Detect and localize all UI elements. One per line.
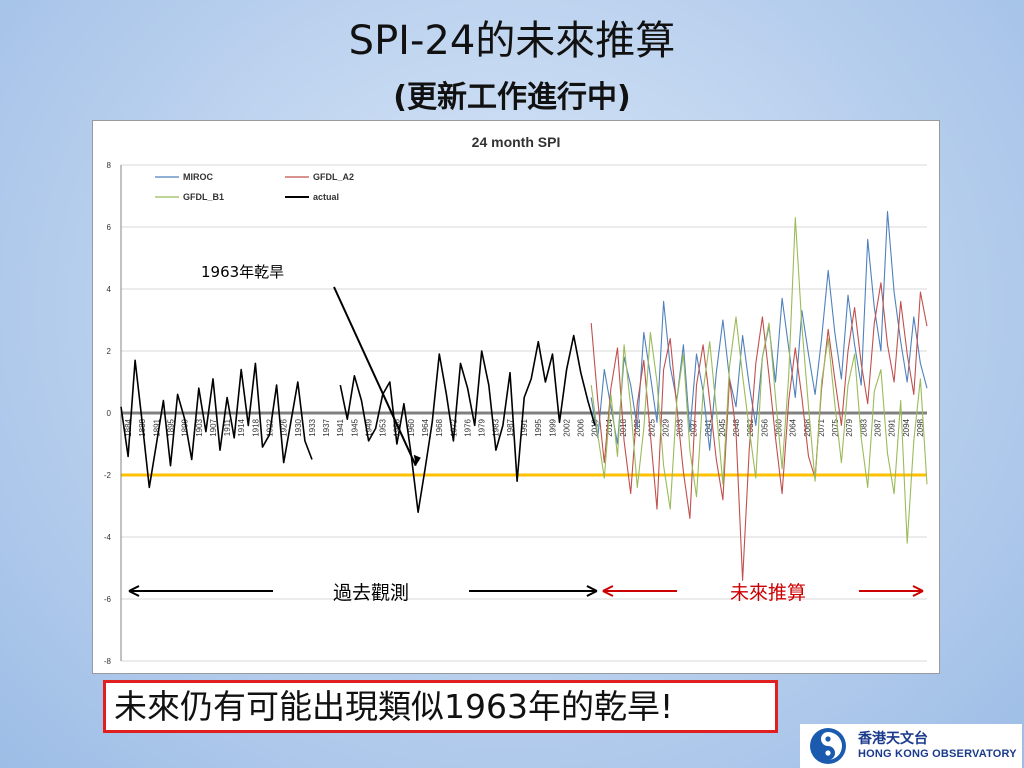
- slide-subtitle: (更新工作進行中): [393, 80, 631, 115]
- y-tick-label: -8: [104, 657, 112, 666]
- x-tick-label: 1911: [223, 418, 232, 436]
- hko-logo-icon: [810, 728, 846, 764]
- x-tick-label: 2064: [789, 418, 798, 436]
- x-tick-label: 1983: [492, 418, 501, 436]
- x-tick-label: 1891: [152, 418, 161, 436]
- y-tick-label: 0: [107, 409, 112, 418]
- label-past-observation: 過去觀測: [333, 582, 409, 604]
- x-tick-label: 1884: [124, 418, 133, 436]
- x-tick-label: 2048: [732, 418, 741, 436]
- future-arrow-left-head: [602, 585, 614, 597]
- x-tick-label: 1933: [308, 418, 317, 436]
- x-tick-label: 1956: [393, 418, 402, 436]
- slide-title: SPI-24的未來推算: [348, 18, 676, 64]
- annotation-arrow-line: [333, 286, 417, 467]
- x-tick-label: 1987: [506, 418, 515, 436]
- x-tick-label: 2071: [817, 418, 826, 436]
- spi-chart-panel: 24 month SPI 8 6 4 2 0 -2 -4 -6 -8 1884 1888 1891 1…: [92, 120, 940, 674]
- x-tick-label: 2002: [562, 418, 571, 436]
- x-tick-label: 2006: [577, 418, 586, 436]
- y-tick-label: -2: [104, 471, 112, 480]
- chart-title: 24 month SPI: [472, 134, 561, 150]
- x-tick-label: 2025: [647, 418, 656, 436]
- x-tick-label: 1918: [251, 418, 260, 436]
- x-tick-label: 2041: [704, 418, 713, 436]
- x-tick-label: 1972: [449, 418, 458, 436]
- logo-name-cn: 香港天文台: [858, 731, 928, 747]
- x-tick-label: 1953: [379, 418, 388, 436]
- logo-name-en: HONG KONG OBSERVATORY: [858, 748, 1017, 760]
- y-tick-label: 6: [107, 223, 112, 232]
- series-lines: [120, 210, 928, 581]
- x-tick-label: 1895: [166, 418, 175, 436]
- x-tick-label: 1937: [322, 418, 331, 436]
- x-tick-label: 1899: [181, 418, 190, 436]
- y-axis: 8 6 4 2 0 -2 -4 -6 -8: [104, 161, 122, 666]
- x-tick-label: 1945: [350, 418, 359, 436]
- series-line-miroc: [590, 210, 928, 451]
- x-tick-label: 2083: [859, 418, 868, 436]
- y-tick-label: 2: [107, 347, 112, 356]
- x-tick-label: 1930: [294, 418, 303, 436]
- series-line-actual: [120, 359, 313, 489]
- x-tick-label: 2010: [591, 418, 600, 436]
- legend-label: actual: [313, 192, 339, 202]
- x-tick-label: 2087: [874, 418, 883, 436]
- gridlines: [121, 164, 927, 662]
- series-line-gfdl-b1: [590, 217, 928, 544]
- x-tick-label: 1960: [407, 418, 416, 436]
- past-arrow-right-head: [586, 585, 598, 597]
- x-tick-label: 1999: [548, 418, 557, 436]
- x-tick-label: 1914: [237, 418, 246, 436]
- legend-label: GFDL_A2: [313, 172, 354, 182]
- past-arrow-left-head: [128, 585, 140, 597]
- series-line-gfdl-a2: [590, 282, 928, 581]
- label-future-projection: 未來推算: [730, 582, 806, 604]
- x-tick-label: 2091: [888, 418, 897, 436]
- y-tick-label: -6: [104, 595, 112, 604]
- observatory-logo: 香港天文台 HONG KONG OBSERVATORY: [800, 724, 1022, 768]
- x-tick-label: 2029: [661, 418, 670, 436]
- x-tick-label: 2045: [718, 418, 727, 436]
- x-tick-label: 2014: [605, 418, 614, 436]
- x-tick-label: 2098: [916, 418, 925, 436]
- x-tick-label: 2060: [775, 418, 784, 436]
- x-tick-label: 1991: [520, 418, 529, 436]
- x-tick-label: 2068: [803, 418, 812, 436]
- annotation-1963-drought: 1963年乾旱: [201, 263, 284, 281]
- x-tick-label: 2075: [831, 418, 840, 436]
- legend: MIROC GFDL_A2 GFDL_B1 actual: [155, 172, 354, 202]
- legend-label: GFDL_B1: [183, 192, 224, 202]
- x-tick-label: 2056: [760, 418, 769, 436]
- x-tick-label: 1941: [336, 418, 345, 436]
- x-tick-label: 1926: [280, 418, 289, 436]
- drought-note: 未來仍有可能出現類似1963年的乾旱!: [103, 680, 778, 733]
- x-tick-label: 1968: [435, 418, 444, 436]
- future-arrow-right-head: [912, 585, 924, 597]
- x-tick-label: 1964: [421, 418, 430, 436]
- x-tick-label: 1907: [209, 418, 218, 436]
- annotation-arrow-head: [413, 454, 421, 466]
- x-tick-label: 2079: [845, 418, 854, 436]
- y-tick-label: -4: [104, 533, 112, 542]
- x-tick-label: 2033: [676, 418, 685, 436]
- x-tick-label: 1976: [463, 418, 472, 436]
- x-tick-label: 1979: [478, 418, 487, 436]
- y-tick-label: 8: [107, 161, 112, 170]
- x-tick-label: 1903: [195, 418, 204, 436]
- x-tick-label: 1949: [364, 418, 373, 436]
- legend-label: MIROC: [183, 172, 213, 182]
- x-tick-label: 1995: [534, 418, 543, 436]
- y-tick-label: 4: [107, 285, 112, 294]
- x-tick-label: 2094: [902, 418, 911, 436]
